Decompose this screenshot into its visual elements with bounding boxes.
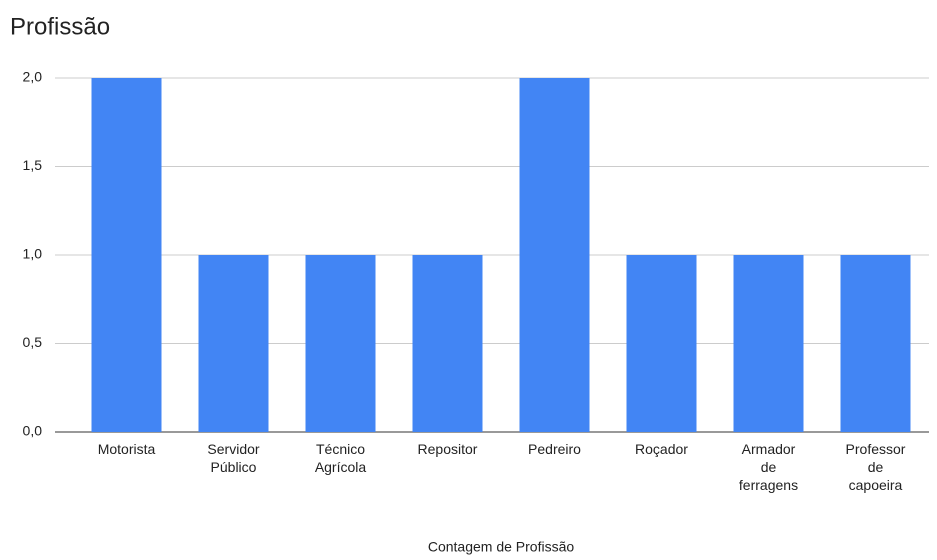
bar bbox=[840, 255, 911, 432]
y-tick-label: 1,5 bbox=[23, 157, 43, 173]
x-tick-label: Servidor Público bbox=[207, 441, 260, 475]
bar bbox=[733, 255, 804, 432]
y-tick-label: 0,0 bbox=[23, 423, 43, 439]
bar bbox=[519, 78, 590, 432]
bar bbox=[412, 255, 483, 432]
y-tick-label: 2,0 bbox=[23, 69, 43, 85]
y-tick-label: 1,0 bbox=[23, 246, 43, 262]
chart-title: Profissão bbox=[10, 13, 110, 40]
x-tick-label: Técnico Agrícola bbox=[314, 441, 367, 475]
bar bbox=[91, 78, 162, 432]
bar bbox=[198, 255, 269, 432]
y-tick-label: 0,5 bbox=[23, 334, 43, 350]
x-tick-label: Motorista bbox=[97, 441, 156, 457]
x-tick-label: Pedreiro bbox=[528, 441, 581, 457]
x-tick-label: Roçador bbox=[635, 441, 688, 457]
x-tick-label: Armador de ferragens bbox=[738, 441, 799, 493]
x-tick-label: Repositor bbox=[417, 441, 478, 457]
x-tick-label: Professor de capoeira bbox=[845, 441, 906, 493]
x-axis-title: Contagem de Profissão bbox=[428, 539, 575, 555]
bar bbox=[626, 255, 697, 432]
bar bbox=[305, 255, 376, 432]
